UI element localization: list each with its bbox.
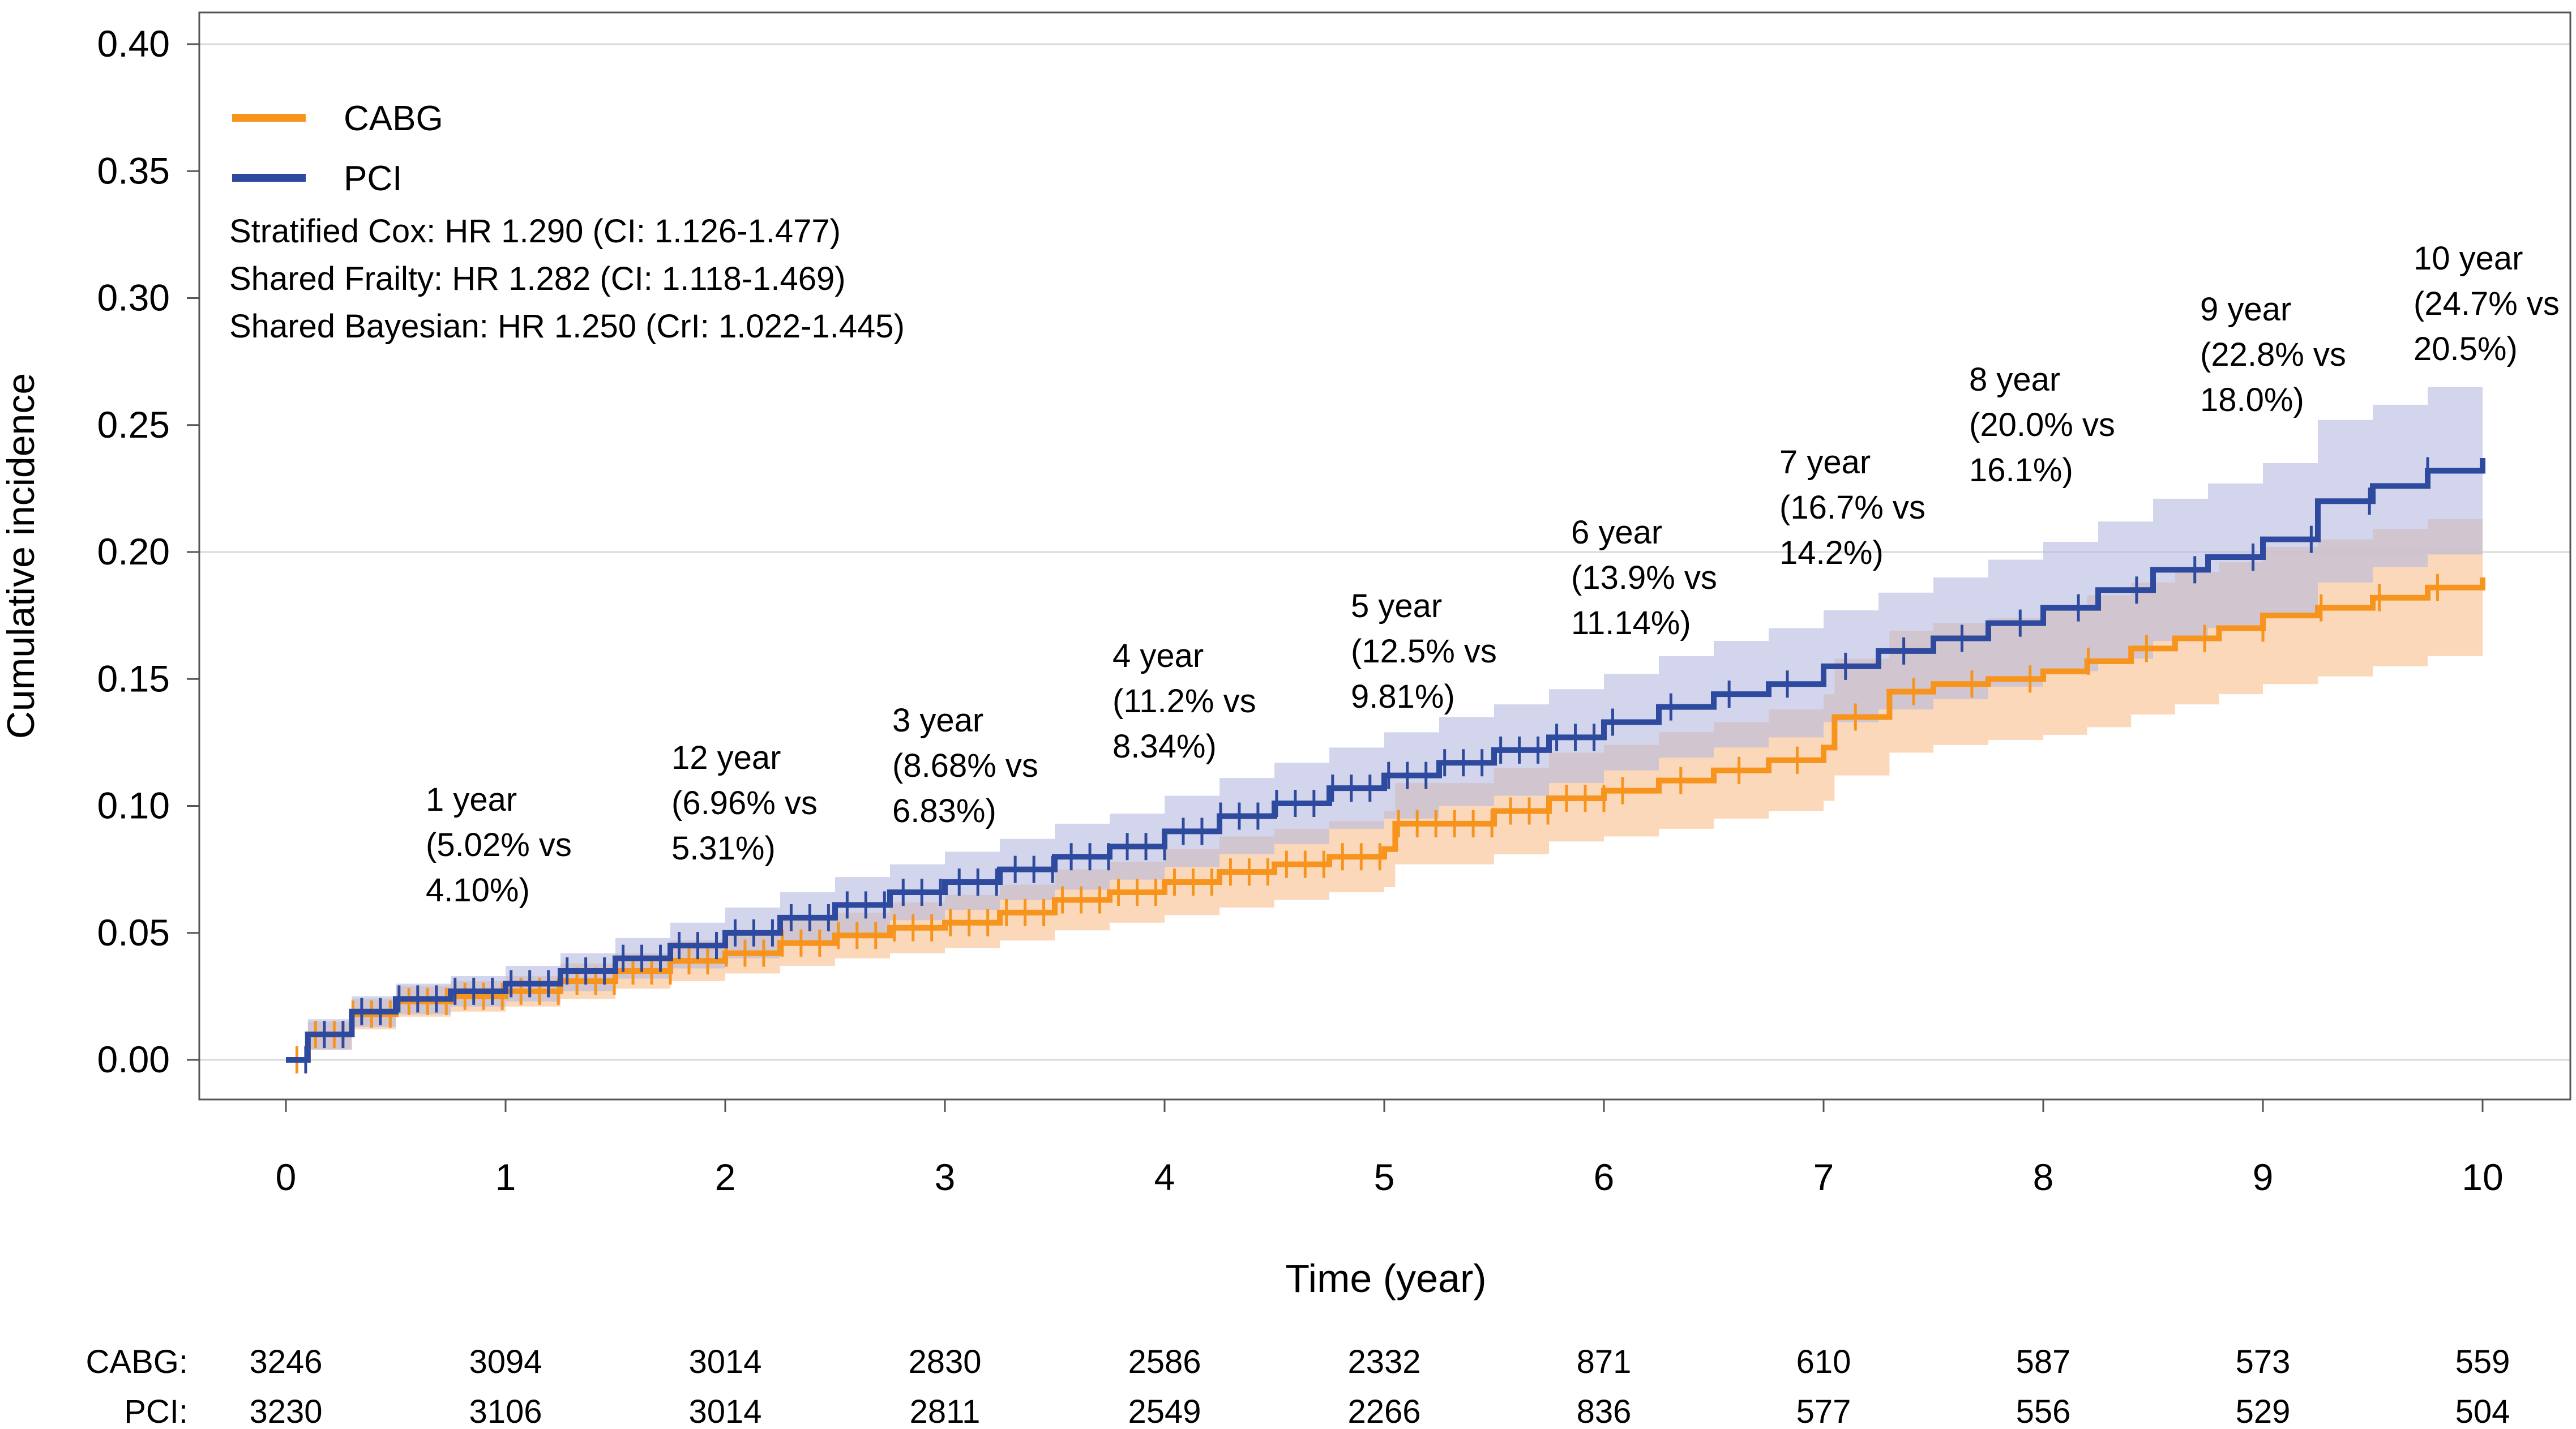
year-annotation-line: (8.68% vs (892, 747, 1038, 784)
year-annotation-line: (20.0% vs (1969, 407, 2115, 443)
y-axis-title: Cumulative incidence (0, 373, 42, 739)
year-annotation: 1 year (5.02% vs 4.10%) (426, 781, 572, 909)
y-tick-label: 0.25 (97, 404, 170, 446)
risk-table-value: 504 (2455, 1393, 2510, 1429)
year-annotation-line: 5 year (1351, 588, 1442, 624)
year-annotation-line: (16.7% vs (1779, 489, 1925, 526)
risk-table-value: 3014 (688, 1393, 761, 1429)
x-tick-label: 10 (2462, 1156, 2503, 1198)
year-annotation-line: (24.7% vs (2414, 285, 2560, 322)
year-annotation: 10 year (24.7% vs 20.5%) (2414, 240, 2560, 367)
x-tick-label: 6 (1594, 1156, 1615, 1198)
x-tick-label: 0 (276, 1156, 297, 1198)
y-tick-label: 0.35 (97, 149, 170, 191)
year-annotation-line: (22.8% vs (2200, 336, 2346, 373)
year-annotation: 12 year (6.96% vs 5.31%) (671, 739, 818, 867)
risk-table-value: 2811 (910, 1393, 981, 1429)
year-annotation-line: 16.1%) (1969, 452, 2073, 489)
risk-table-value: 559 (2455, 1344, 2510, 1380)
risk-table-label: CABG: (86, 1344, 189, 1380)
risk-table-value: 577 (1796, 1393, 1851, 1429)
risk-table-value: 573 (2236, 1344, 2291, 1380)
year-annotation-line: 6.83%) (892, 793, 996, 829)
year-annotation: 9 year (22.8% vs 18.0%) (2200, 291, 2346, 418)
year-annotation-line: 9.81%) (1351, 678, 1455, 715)
year-annotation-line: 5.31%) (671, 830, 776, 867)
year-annotation-line: 12 year (671, 739, 781, 776)
risk-table-value: 2266 (1347, 1393, 1420, 1429)
x-tick-label: 1 (495, 1156, 516, 1198)
x-tick-label: 2 (715, 1156, 736, 1198)
x-tick-label: 4 (1154, 1156, 1175, 1198)
x-tick-label: 7 (1813, 1156, 1834, 1198)
year-annotation: 3 year (8.68% vs 6.83%) (892, 702, 1038, 829)
y-tick-label: 0.15 (97, 657, 170, 699)
y-tick-label: 0.20 (97, 530, 170, 572)
year-annotation: 4 year (11.2% vs 8.34%) (1112, 638, 1256, 765)
risk-table-value: 2830 (908, 1344, 981, 1380)
stats-line: Stratified Cox: HR 1.290 (CI: 1.126-1.47… (229, 213, 841, 250)
risk-table-value: 3094 (469, 1344, 542, 1380)
risk-table: CABG: 3246 3094 3014 2830 2586 2332 871 610 587 57… (86, 1344, 2510, 1429)
y-tick-label: 0.30 (97, 277, 170, 319)
risk-table-value: 610 (1796, 1344, 1851, 1380)
x-tick-label: 8 (2033, 1156, 2054, 1198)
risk-table-value: 871 (1577, 1344, 1632, 1380)
legend-label-cabg: CABG (344, 99, 443, 138)
legend-label-pci: PCI (344, 159, 402, 198)
risk-table-value: 2549 (1128, 1393, 1201, 1429)
risk-table-value: 3246 (249, 1344, 322, 1380)
y-tick-label: 0.00 (97, 1038, 170, 1080)
year-annotation-line: 6 year (1571, 514, 1662, 551)
risk-table-value: 2586 (1128, 1344, 1201, 1380)
risk-table-value: 587 (2016, 1344, 2071, 1380)
series-line-pci (286, 458, 2485, 1063)
stats-line: Shared Bayesian: HR 1.250 (CrI: 1.022-1.… (229, 308, 905, 345)
year-annotation-line: 8 year (1969, 361, 2060, 398)
risk-table-value: 529 (2236, 1393, 2291, 1429)
ci-band-pci (286, 387, 2483, 1060)
year-annotation-line: 4.10%) (426, 872, 530, 909)
year-annotation: 5 year (12.5% vs 9.81%) (1351, 588, 1497, 715)
year-annotation-line: 11.14%) (1571, 605, 1691, 641)
year-annotation-line: 18.0%) (2200, 382, 2304, 418)
year-annotation: 8 year (20.0% vs 16.1%) (1969, 361, 2115, 489)
risk-table-value: 2332 (1347, 1344, 1420, 1380)
censor-marks-pci (304, 457, 2429, 1073)
risk-table-label: PCI: (124, 1393, 188, 1429)
year-annotation-line: (12.5% vs (1351, 633, 1497, 670)
legend: CABG PCI (232, 99, 443, 198)
year-annotation-line: (6.96% vs (671, 785, 818, 822)
year-annotation: 6 year (13.9% vs 11.14%) (1571, 514, 1717, 641)
risk-table-value: 836 (1577, 1393, 1632, 1429)
year-annotation-line: (5.02% vs (426, 827, 572, 863)
year-annotation-line: 8.34%) (1112, 728, 1217, 765)
risk-table-value: 556 (2016, 1393, 2071, 1429)
year-annotation-line: 3 year (892, 702, 983, 739)
y-tick-label: 0.05 (97, 912, 170, 953)
x-tick-label: 9 (2253, 1156, 2274, 1198)
year-annotation-line: 14.2%) (1779, 534, 1884, 571)
y-tick-label: 0.40 (97, 23, 170, 65)
year-annotation-line: 7 year (1779, 444, 1871, 481)
x-axis-title: Time (year) (1285, 1256, 1486, 1300)
x-tick-label: 5 (1374, 1156, 1395, 1198)
risk-table-value: 3106 (469, 1393, 542, 1429)
year-annotation-line: 9 year (2200, 291, 2291, 328)
year-annotation-line: (13.9% vs (1571, 559, 1717, 596)
year-annotation-line: 10 year (2414, 240, 2523, 277)
year-annotation: 7 year (16.7% vs 14.2%) (1779, 444, 1925, 571)
stats-line: Shared Frailty: HR 1.282 (CI: 1.118-1.46… (229, 260, 846, 297)
year-annotation-line: 4 year (1112, 638, 1204, 674)
risk-table-value: 3230 (249, 1393, 322, 1429)
year-annotation-line: 1 year (426, 781, 517, 818)
x-tick-label: 3 (935, 1156, 956, 1198)
y-tick-label: 0.10 (97, 785, 170, 827)
risk-table-value: 3014 (688, 1344, 761, 1380)
year-annotation-line: (11.2% vs (1112, 683, 1256, 720)
year-annotation-line: 20.5%) (2414, 331, 2518, 367)
